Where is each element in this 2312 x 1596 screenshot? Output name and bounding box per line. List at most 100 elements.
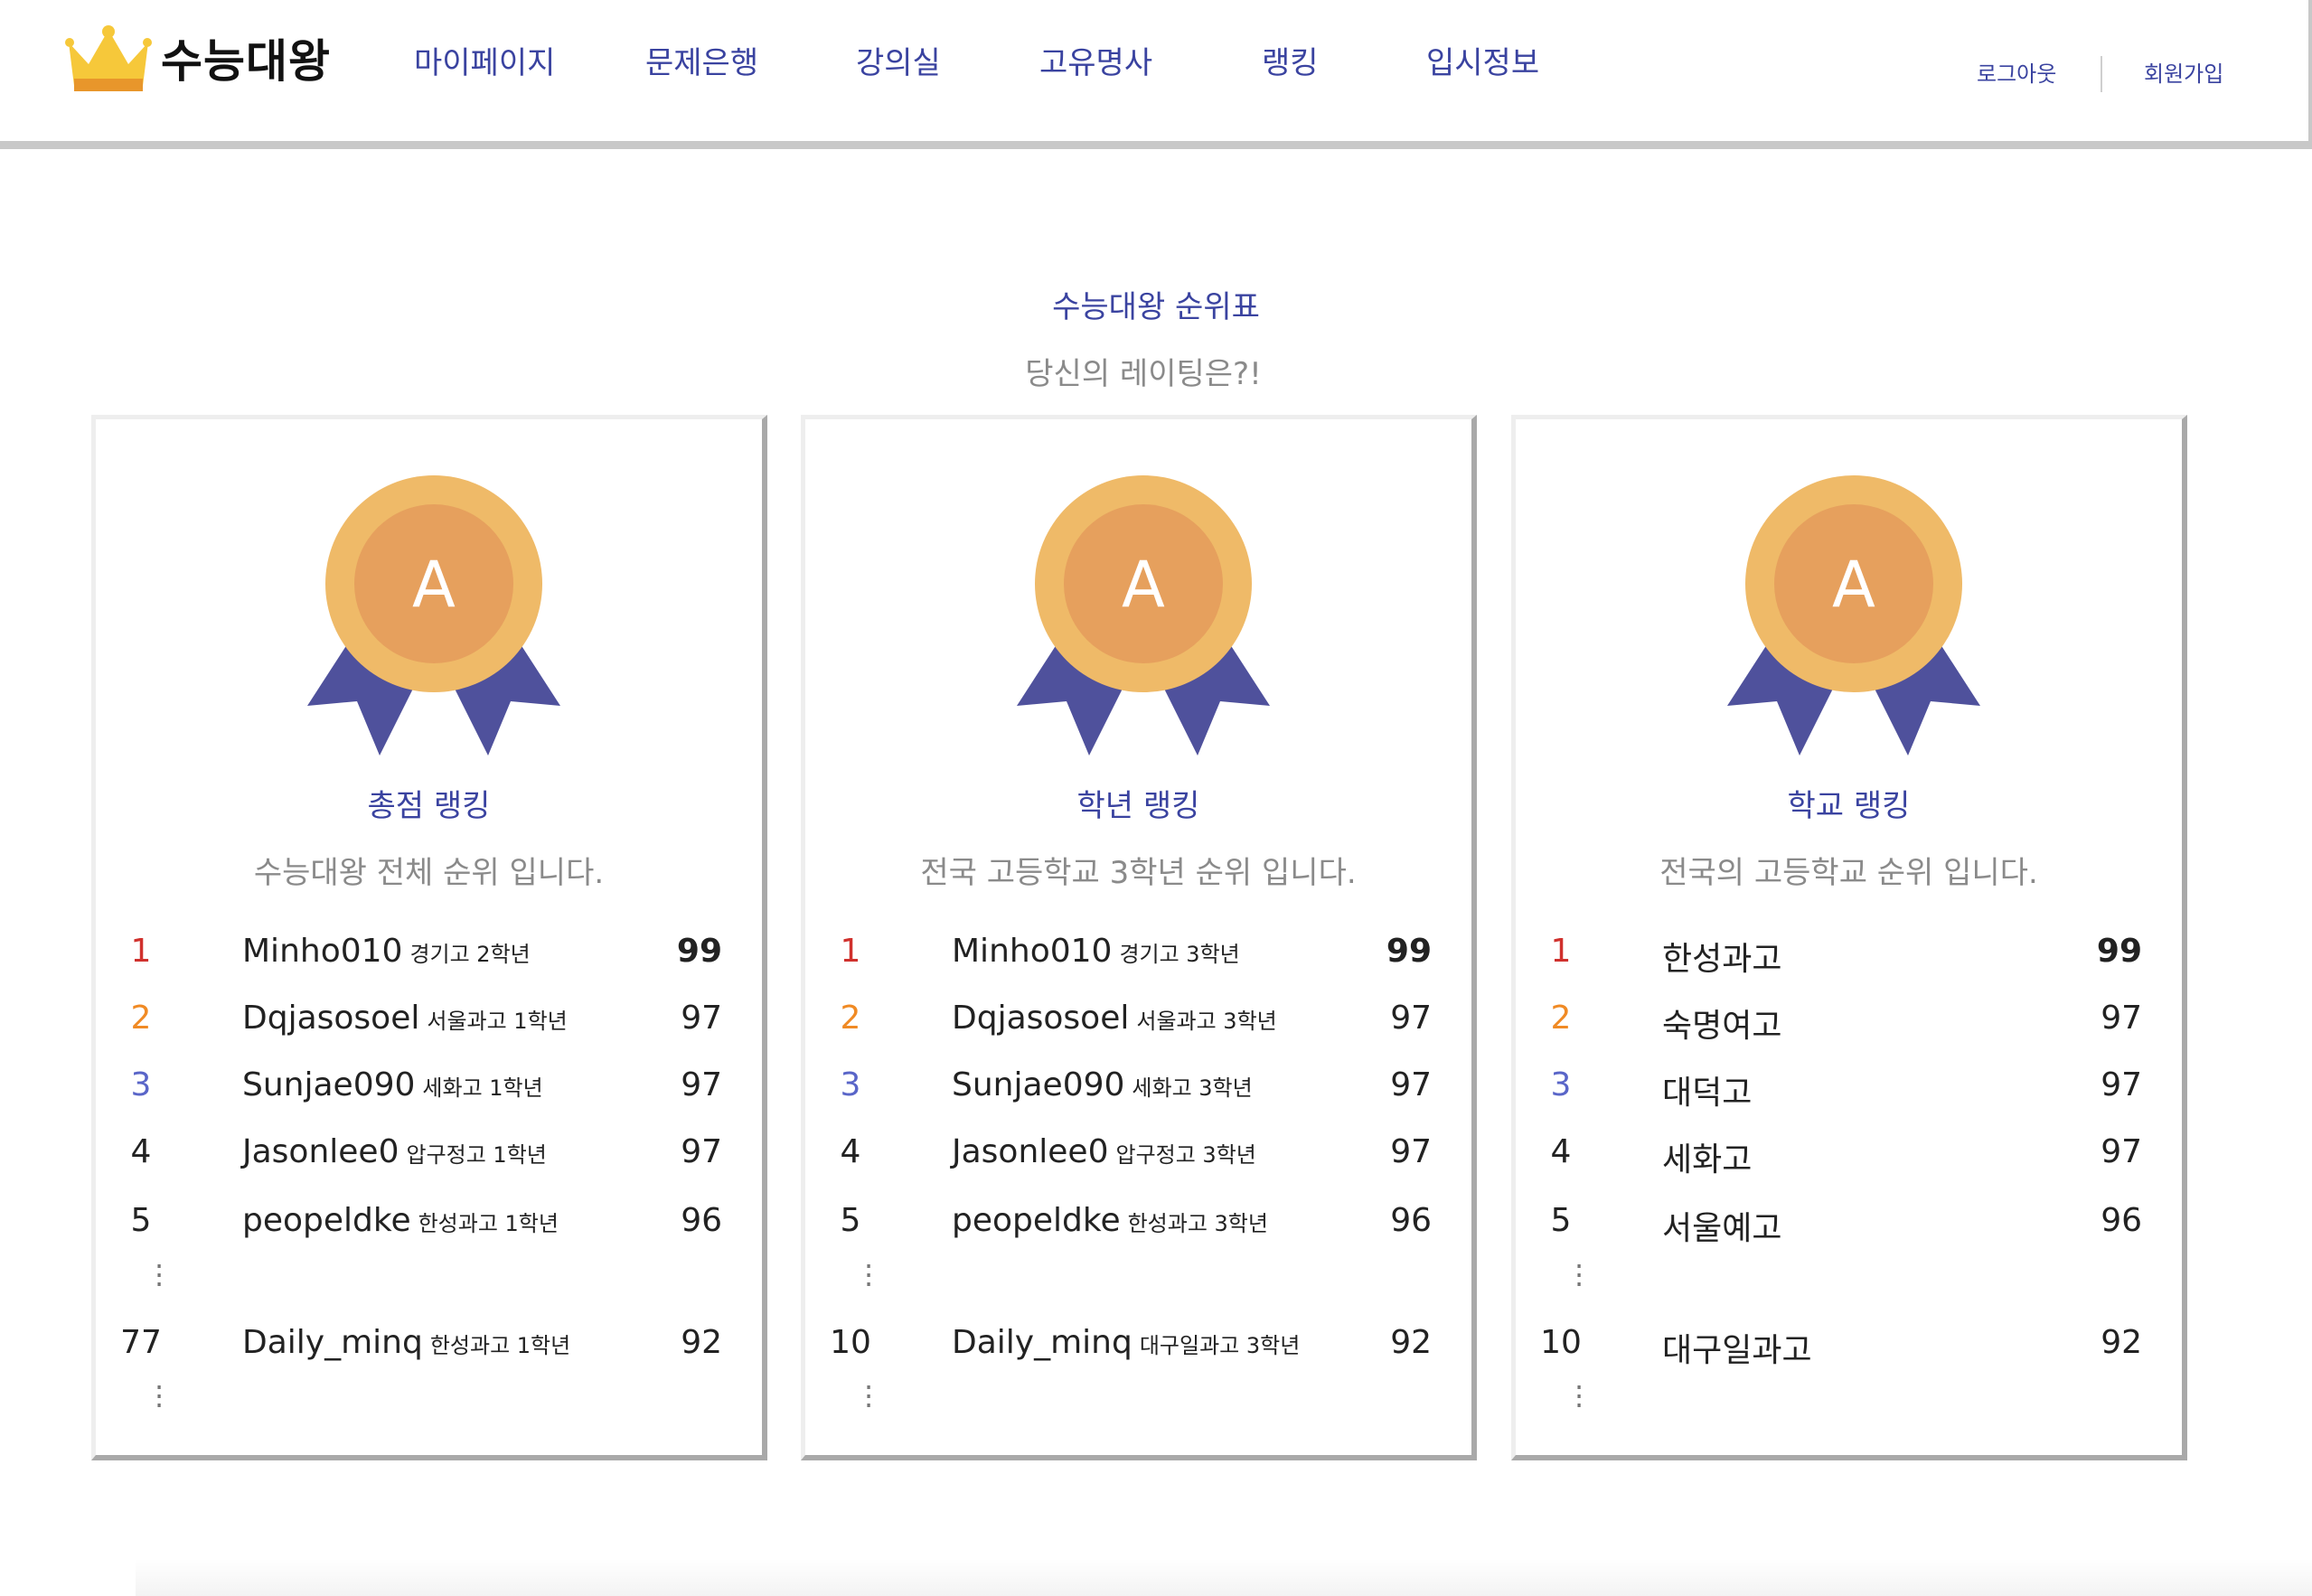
nav-proper-nouns[interactable]: 고유명사 (1039, 45, 1153, 81)
score: 96 (1390, 1202, 1432, 1239)
ranking-row[interactable]: 5 peopeldke 한성과고 1학년 96 (96, 1195, 762, 1249)
card-title: 총점 랭킹 (367, 788, 491, 824)
page-title: 수능대왕 순위표 (1052, 289, 1260, 325)
nav-mypage[interactable]: 마이페이지 (414, 45, 556, 81)
rank-number: 1 (1550, 933, 1572, 970)
score: 97 (2101, 1133, 2142, 1170)
rank-number: 1 (130, 933, 152, 970)
score: 97 (681, 1133, 722, 1170)
ellipsis-icon: · · · (1574, 1370, 1584, 1422)
ellipsis-icon: · · · (155, 1370, 164, 1422)
score: 99 (2096, 933, 2142, 970)
rank-number: 1 (840, 933, 861, 970)
user-name: Jasonlee0 압구정고 3학년 (952, 1133, 1256, 1170)
user-name-text: Sunjae090 (242, 1066, 416, 1103)
header-edge (2308, 0, 2312, 149)
ranking-row[interactable]: 1 Minho010 경기고 2학년 99 (96, 925, 762, 980)
school-name: 세화고 (1662, 1141, 1753, 1178)
user-name: Daily_minq 한성과고 1학년 (242, 1324, 570, 1361)
medal-icon: A (1727, 475, 1980, 756)
nav-admissions[interactable]: 입시정보 (1426, 45, 1540, 81)
rank-number: 2 (130, 1000, 152, 1037)
logo-text: 수능대왕 (161, 35, 331, 88)
user-school: 서울과고 3학년 (1136, 1009, 1277, 1034)
top-header: 수능대왕 마이페이지 문제은행 강의실 고유명사 랭킹 입시정보 로그아웃 회원… (0, 0, 2312, 149)
score: 97 (2101, 1000, 2142, 1037)
ranking-row[interactable]: 4 세화고 97 (1516, 1126, 2182, 1180)
user-name-text: Dqjasosoel (952, 1000, 1130, 1037)
user-name-text: Sunjae090 (952, 1066, 1125, 1103)
user-name: Minho010 경기고 3학년 (952, 933, 1240, 970)
my-ranking-row[interactable]: 77 Daily_minq 한성과고 1학년 92 (96, 1317, 762, 1371)
rank-number: 4 (1550, 1133, 1572, 1170)
logo[interactable]: 수능대왕 (65, 20, 331, 96)
user-name-text: Jasonlee0 (952, 1133, 1109, 1170)
user-school: 세화고 1학년 (422, 1075, 543, 1101)
ranking-row[interactable]: 5 서울예고 96 (1516, 1195, 2182, 1249)
ranking-row[interactable]: 4 Jasonlee0 압구정고 3학년 97 (805, 1126, 1471, 1180)
ranking-row[interactable]: 3 대덕고 97 (1516, 1059, 2182, 1113)
my-ranking-row[interactable]: 10 Daily_minq 대구일과고 3학년 92 (805, 1317, 1471, 1371)
medal-letter: A (1122, 548, 1165, 622)
rank-number: 10 (830, 1324, 871, 1361)
nav-ranking[interactable]: 랭킹 (1262, 45, 1319, 81)
user-name-text: Jasonlee0 (242, 1133, 399, 1170)
rank-number: 5 (1550, 1202, 1572, 1239)
ranking-row[interactable]: 2 숙명여고 97 (1516, 992, 2182, 1047)
user-name-text: Minho010 (242, 933, 403, 970)
bottom-shadow (136, 1559, 2312, 1596)
rank-number: 5 (840, 1202, 861, 1239)
logout-link[interactable]: 로그아웃 (1977, 61, 2057, 87)
user-school: 경기고 3학년 (1119, 942, 1240, 967)
user-name: Dqjasosoel 서울과고 3학년 (952, 1000, 1277, 1037)
ellipsis-icon: · · · (1574, 1249, 1584, 1301)
score: 99 (1386, 933, 1432, 970)
user-name-text: Minho010 (952, 933, 1113, 970)
ranking-row[interactable]: 2 Dqjasosoel 서울과고 3학년 97 (805, 992, 1471, 1047)
user-school: 한성과고 3학년 (1127, 1211, 1268, 1236)
ranking-row[interactable]: 3 Sunjae090 세화고 3학년 97 (805, 1059, 1471, 1113)
card-title: 학년 랭킹 (1076, 788, 1200, 824)
rank-number: 3 (130, 1066, 152, 1103)
card-title: 학교 랭킹 (1787, 788, 1911, 824)
score: 99 (676, 933, 722, 970)
school-name: 숙명여고 (1662, 1008, 1782, 1045)
user-name-text: Daily_minq (242, 1324, 423, 1361)
nav-question-bank[interactable]: 문제은행 (645, 45, 759, 81)
school-name: 대덕고 (1662, 1075, 1753, 1112)
user-school: 세화고 3학년 (1132, 1075, 1253, 1101)
ranking-row[interactable]: 5 peopeldke 한성과고 3학년 96 (805, 1195, 1471, 1249)
user-name: Sunjae090 세화고 1학년 (242, 1066, 543, 1103)
crown-icon (65, 25, 152, 91)
user-school: 경기고 2학년 (409, 942, 531, 967)
rank-number: 5 (130, 1202, 152, 1239)
user-name-text: Dqjasosoel (242, 1000, 420, 1037)
score: 96 (681, 1202, 722, 1239)
card-description: 수능대왕 전체 순위 입니다. (253, 855, 605, 891)
rank-number: 10 (1540, 1324, 1582, 1361)
ranking-row[interactable]: 4 Jasonlee0 압구정고 1학년 97 (96, 1126, 762, 1180)
user-school: 서울과고 1학년 (427, 1009, 568, 1034)
ranking-row[interactable]: 1 Minho010 경기고 3학년 99 (805, 925, 1471, 980)
user-name: peopeldke 한성과고 3학년 (952, 1202, 1268, 1239)
my-ranking-row[interactable]: 10 대구일과고 92 (1516, 1317, 2182, 1371)
user-name-text: Daily_minq (952, 1324, 1133, 1361)
medal-icon: A (1017, 475, 1270, 756)
ranking-card-grade: A 학년 랭킹 전국 고등학교 3학년 순위 입니다. 1 Minho010 경기… (801, 415, 1477, 1460)
ranking-row[interactable]: 2 Dqjasosoel 서울과고 1학년 97 (96, 992, 762, 1047)
user-name: Sunjae090 세화고 3학년 (952, 1066, 1253, 1103)
rank-number: 2 (840, 1000, 861, 1037)
user-school: 대구일과고 3학년 (1139, 1333, 1301, 1358)
ellipsis-icon: · · · (864, 1249, 874, 1301)
ranking-row[interactable]: 1 한성과고 99 (1516, 925, 2182, 980)
score: 97 (681, 1066, 722, 1103)
signup-link[interactable]: 회원가입 (2144, 61, 2224, 87)
ranking-card-total: A 총점 랭킹 수능대왕 전체 순위 입니다. 1 Minho010 경기고 2학… (91, 415, 767, 1460)
ranking-row[interactable]: 3 Sunjae090 세화고 1학년 97 (96, 1059, 762, 1113)
score: 97 (1390, 1066, 1432, 1103)
nav-lecture-room[interactable]: 강의실 (856, 45, 941, 81)
user-name-text: peopeldke (242, 1202, 411, 1239)
school-name: 서울예고 (1662, 1210, 1782, 1247)
score: 97 (1390, 1000, 1432, 1037)
user-name: Dqjasosoel 서울과고 1학년 (242, 1000, 568, 1037)
